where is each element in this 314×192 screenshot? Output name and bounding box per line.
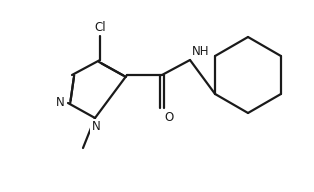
Text: Cl: Cl (94, 21, 106, 34)
Text: NH: NH (192, 45, 209, 58)
Text: O: O (164, 111, 173, 124)
Text: N: N (56, 97, 65, 109)
Text: N: N (92, 120, 100, 133)
